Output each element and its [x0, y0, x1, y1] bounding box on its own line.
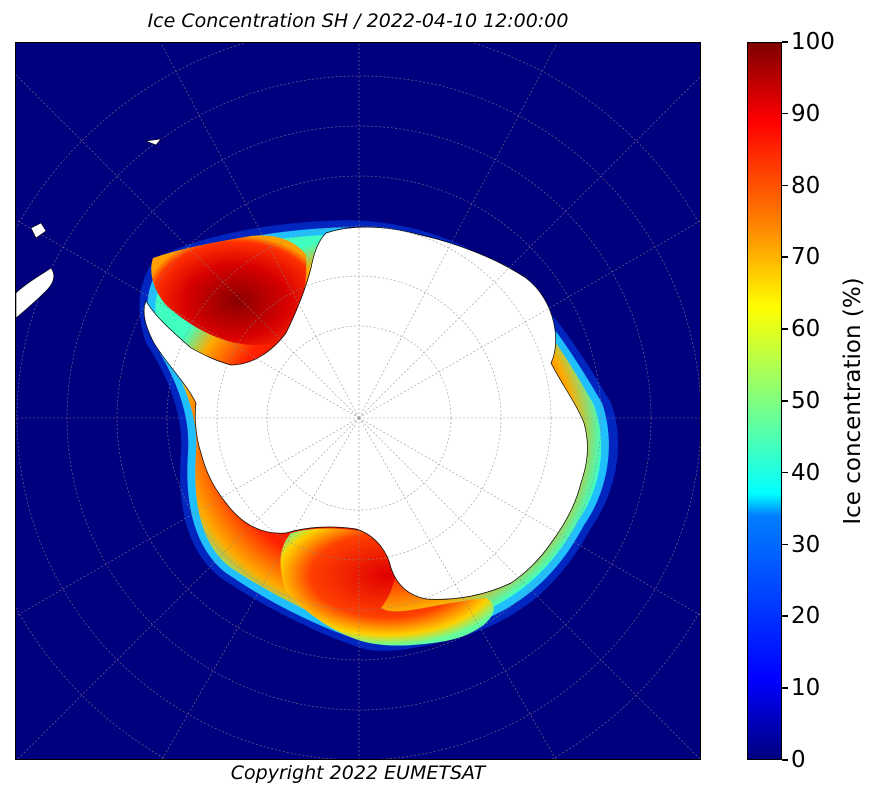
colorbar-tick-mark: [782, 543, 788, 546]
weddell-sea-ice: [151, 235, 307, 345]
colorbar-tick-label: 10: [791, 675, 821, 702]
colorbar: [747, 42, 782, 760]
south-america-tip: [16, 267, 55, 319]
colorbar-tick-mark: [782, 471, 788, 474]
colorbar-tick-mark: [782, 759, 788, 761]
copyright-text: Copyright 2022 EUMETSAT: [230, 762, 486, 784]
map-title: Ice Concentration SH / 2022-04-10 12:00:…: [147, 10, 569, 32]
falkland-islands: [30, 222, 47, 239]
colorbar-label: Ice concentration (%): [840, 277, 866, 525]
colorbar-tick-mark: [782, 687, 788, 689]
colorbar-tick-label: 70: [791, 244, 821, 271]
colorbar-tick-mark: [782, 112, 788, 115]
colorbar-tick-mark: [782, 256, 788, 258]
colorbar-tick-mark: [782, 615, 788, 617]
colorbar-tick-label: 50: [791, 388, 821, 414]
south-georgia: [144, 138, 162, 146]
colorbar-tick-label: 60: [791, 316, 821, 343]
colorbar-tick-label: 40: [791, 459, 821, 486]
colorbar-tick-label: 0: [791, 747, 806, 773]
colorbar-tick-mark: [782, 400, 788, 402]
colorbar-tick-label: 100: [791, 29, 835, 55]
colorbar-tick-label: 80: [791, 172, 821, 199]
colorbar-tick-mark: [782, 184, 788, 187]
colorbar-tick-label: 90: [791, 100, 821, 127]
graticule: [16, 43, 700, 759]
colorbar-tick-label: 20: [791, 603, 821, 630]
sea-ice-map: [15, 42, 701, 760]
antarctica-land: [143, 226, 588, 600]
colorbar-tick-mark: [782, 41, 788, 43]
colorbar-tick-label: 30: [791, 531, 821, 558]
colorbar-tick-mark: [782, 328, 788, 330]
colorbar-ticks: 0 10 20 30 40 50 60 70 80 90 100: [782, 29, 835, 773]
